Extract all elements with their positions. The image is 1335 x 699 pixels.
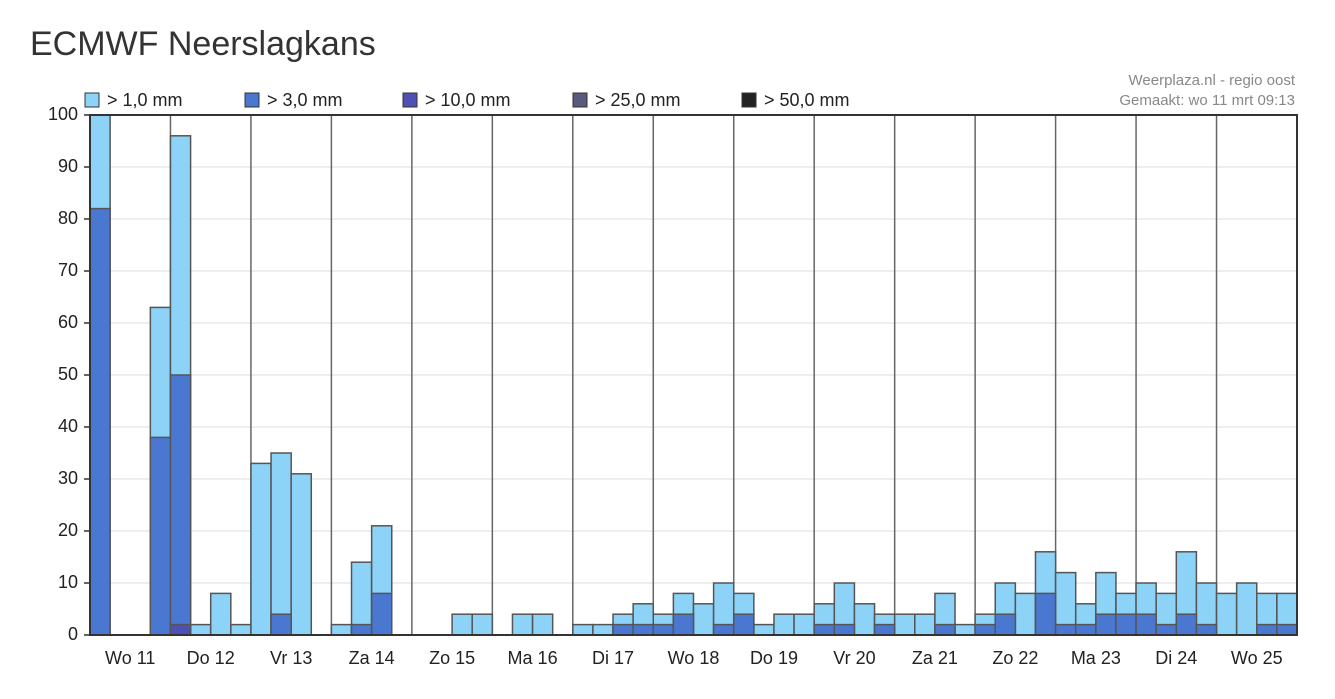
bar: [1215, 592, 1238, 636]
bar: [994, 613, 1017, 636]
bar: [1014, 592, 1037, 636]
x-tick-label: Wo 11: [105, 648, 155, 668]
y-tick-label: 100: [48, 104, 78, 124]
legend-swatch: [402, 92, 418, 108]
bar: [1235, 582, 1258, 636]
bar: [1115, 613, 1137, 636]
x-tick-label: Ma 23: [1071, 648, 1121, 668]
bar: [692, 603, 715, 636]
bar: [1155, 623, 1178, 636]
source-note: Weerplaza.nl - regio oost: [1129, 72, 1296, 89]
legend-label: > 3,0 mm: [267, 90, 343, 110]
bar: [732, 613, 755, 636]
x-tick-label: Do 19: [750, 648, 798, 668]
x-tick-label: Zo 15: [429, 648, 475, 668]
y-tick-label: 90: [58, 156, 78, 176]
x-tick-label: Wo 25: [1231, 648, 1283, 668]
legend-label: > 10,0 mm: [425, 90, 511, 110]
bar: [592, 623, 614, 636]
x-tick-label: Za 21: [912, 648, 958, 668]
bar: [773, 613, 795, 636]
y-tick-label: 10: [58, 572, 78, 592]
bar: [712, 623, 735, 636]
bar: [793, 613, 815, 636]
bar: [1195, 623, 1218, 636]
bar: [270, 452, 292, 636]
bar: [753, 623, 775, 636]
bar: [914, 613, 936, 636]
bar: [149, 436, 172, 636]
bar: [250, 462, 272, 636]
bar: [189, 623, 212, 636]
bar: [652, 623, 675, 636]
bar: [813, 623, 836, 636]
made-note: Gemaakt: wo 11 mrt 09:13: [1119, 92, 1295, 109]
bar: [672, 613, 695, 636]
bar: [873, 623, 896, 636]
y-tick-label: 60: [58, 312, 78, 332]
bar: [1175, 613, 1198, 636]
bar: [230, 623, 252, 636]
legend-swatch: [572, 92, 588, 108]
bar: [1095, 613, 1117, 636]
bar: [893, 613, 916, 636]
x-tick-label: Vr 20: [833, 648, 875, 668]
bar: [330, 623, 353, 636]
bar: [511, 613, 534, 636]
bar: [853, 603, 876, 636]
chart-title: ECMWF Neerslagkans: [30, 25, 376, 63]
legend-swatch: [741, 92, 757, 108]
bar: [370, 592, 393, 636]
bar: [169, 623, 192, 636]
x-tick-label: Za 14: [349, 648, 395, 668]
bar: [1054, 623, 1077, 636]
bar: [89, 207, 111, 636]
bar: [632, 623, 655, 636]
y-tick-label: 30: [58, 468, 78, 488]
bar: [169, 374, 192, 636]
bar: [350, 623, 373, 636]
bar: [1256, 623, 1278, 636]
x-tick-label: Ma 16: [508, 648, 558, 668]
bar: [531, 613, 554, 636]
x-tick-label: Do 12: [187, 648, 235, 668]
bar: [954, 623, 976, 636]
bar: [209, 592, 232, 636]
bar: [974, 623, 997, 636]
bar: [612, 623, 634, 636]
plot-border: [89, 114, 1298, 636]
x-tick-label: Di 17: [592, 648, 634, 668]
bar: [471, 613, 494, 636]
y-tick-label: 70: [58, 260, 78, 280]
legend-swatch: [244, 92, 260, 108]
bar: [833, 623, 856, 636]
bar: [1034, 592, 1057, 636]
y-tick-label: 0: [68, 624, 78, 644]
legend-label: > 1,0 mm: [107, 90, 183, 110]
legend-label: > 25,0 mm: [595, 90, 681, 110]
bar: [1276, 623, 1298, 636]
bar: [572, 623, 594, 636]
y-tick-label: 80: [58, 208, 78, 228]
bar: [934, 623, 956, 636]
bar: [290, 473, 313, 636]
y-tick-label: 50: [58, 364, 78, 384]
x-tick-label: Zo 22: [992, 648, 1038, 668]
bar: [1135, 613, 1157, 636]
bar: [270, 613, 292, 636]
legend-swatch: [84, 92, 100, 108]
bar: [1074, 623, 1097, 636]
x-tick-label: Di 24: [1155, 648, 1197, 668]
y-tick-label: 40: [58, 416, 78, 436]
x-tick-label: Vr 13: [270, 648, 312, 668]
bar: [451, 613, 473, 636]
y-tick-label: 20: [58, 520, 78, 540]
x-tick-label: Wo 18: [668, 648, 720, 668]
legend-label: > 50,0 mm: [764, 90, 850, 110]
